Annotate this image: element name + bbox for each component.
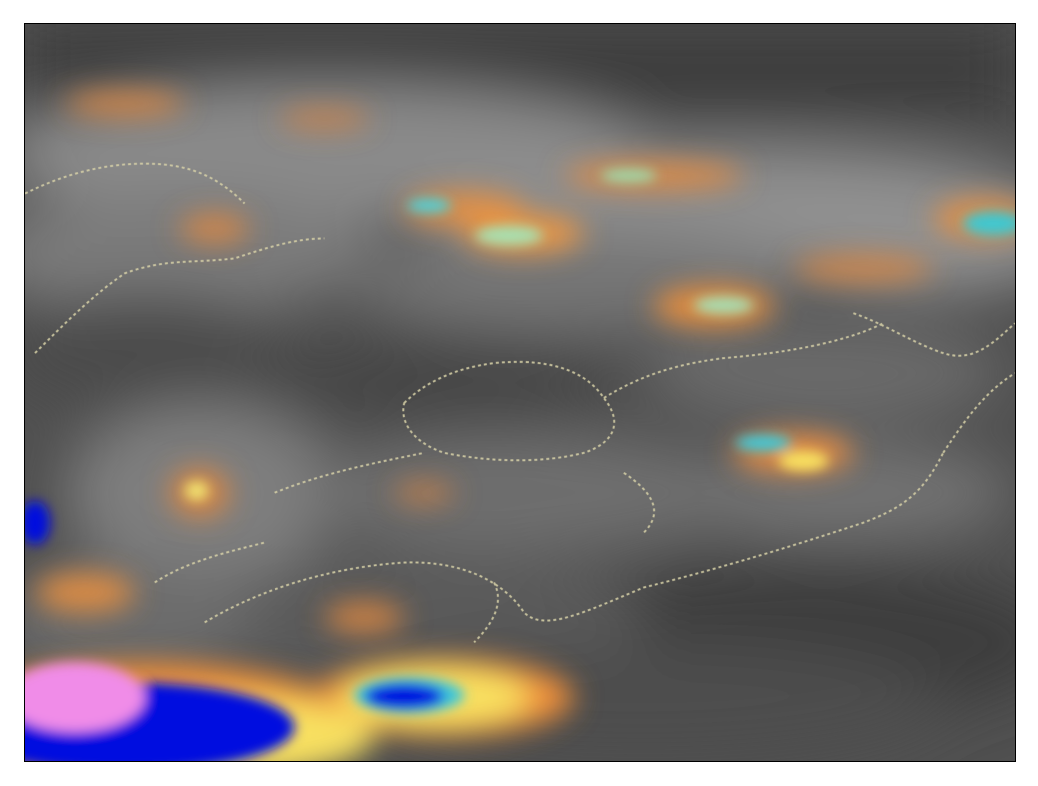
satellite-map[interactable]: [24, 23, 1016, 762]
boundary-lines: [25, 162, 1015, 644]
major-storm-complex: [25, 500, 574, 761]
storm-cells: [184, 168, 1015, 501]
